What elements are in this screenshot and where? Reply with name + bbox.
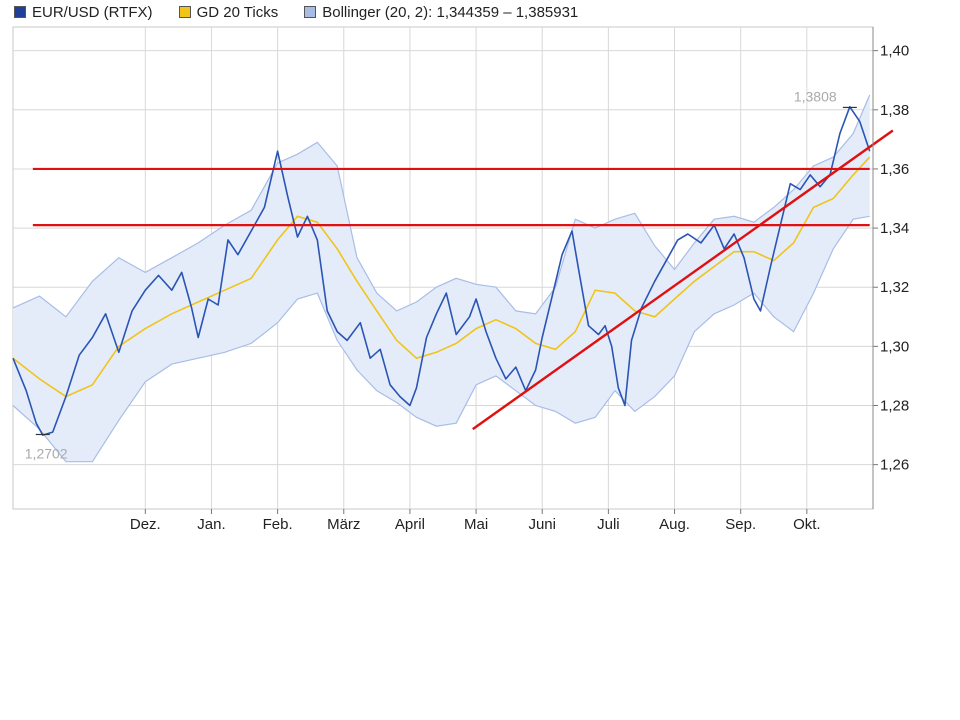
- x-tick-label: Jan.: [197, 516, 225, 533]
- x-tick-label: März: [327, 516, 360, 533]
- price-line: [12, 106, 871, 436]
- x-tick-label: Sep.: [725, 516, 756, 533]
- x-tick-label: Juli: [597, 516, 620, 533]
- x-tick-label: Mai: [464, 516, 488, 533]
- y-tick-label: 1,40: [880, 43, 909, 60]
- legend-item-price: EUR/USD (RTFX): [14, 4, 153, 21]
- legend-label-bollinger: Bollinger (20, 2): 1,344359 – 1,385931: [322, 3, 579, 21]
- y-tick-label: 1,36: [880, 161, 909, 178]
- bollinger-upper-line: [12, 94, 871, 318]
- y-tick-label: 1,30: [880, 338, 909, 355]
- legend-label-ma: GD 20 Ticks: [196, 3, 279, 21]
- x-tick-label: April: [395, 516, 425, 533]
- x-tick-label: Feb.: [263, 516, 293, 533]
- low-label: 1,2702: [25, 445, 68, 461]
- y-tick-label: 1,38: [880, 102, 909, 119]
- y-tick-label: 1,28: [880, 398, 909, 415]
- legend-label-price: EUR/USD (RTFX): [32, 3, 153, 21]
- trend-line: [472, 129, 894, 431]
- x-tick-label: Dez.: [130, 516, 161, 533]
- legend-swatch-bollinger: [304, 6, 317, 18]
- axes: 1,40 1,38 1,36 1,34 1,32 1,30 1,28 1,26 Dez. Jan.…: [130, 27, 909, 533]
- legend-swatch-ma: [178, 6, 191, 18]
- bollinger-band-area: [13, 95, 870, 462]
- annotations: 1,2702 1,3808: [25, 88, 894, 461]
- high-label: 1,3808: [794, 88, 837, 104]
- y-tick-label: 1,34: [880, 220, 909, 237]
- price-series: [12, 106, 871, 436]
- x-tick-label: Aug.: [659, 516, 690, 533]
- legend-item-bollinger: Bollinger (20, 2): 1,344359 – 1,385931: [304, 4, 578, 21]
- bollinger-band: [12, 94, 871, 463]
- chart-legend: EUR/USD (RTFX) GD 20 Ticks Bollinger (20…: [14, 2, 604, 22]
- legend-swatch-price: [14, 6, 26, 18]
- y-tick-label: 1,32: [880, 279, 909, 296]
- x-tick-label: Okt.: [793, 516, 821, 533]
- legend-item-ma: GD 20 Ticks: [178, 3, 279, 21]
- x-tick-label: Juni: [528, 516, 556, 533]
- y-tick-label: 1,26: [880, 457, 909, 474]
- bollinger-lower-line: [12, 215, 870, 463]
